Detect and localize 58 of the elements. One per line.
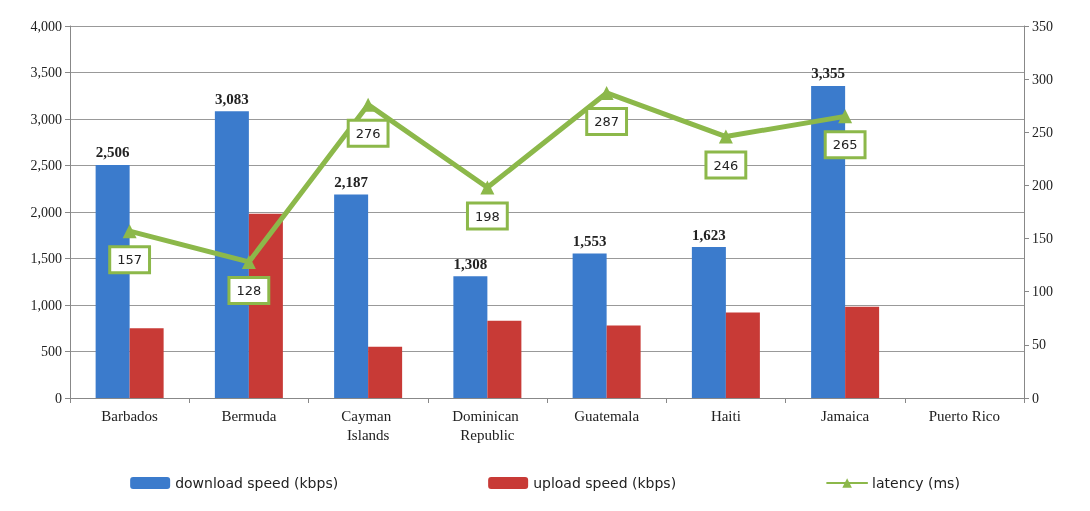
data-label: 198 xyxy=(474,208,500,224)
y2-tick-label: 150 xyxy=(1032,231,1053,247)
x-tick-label: Jamaica xyxy=(820,407,870,424)
data-label: 3,083 xyxy=(215,90,249,107)
data-label: 276 xyxy=(355,125,381,141)
bar xyxy=(691,247,726,398)
legend-label: latency (ms) xyxy=(872,475,960,491)
y-tick-label: 1,000 xyxy=(30,297,62,313)
y2-tick-label: 350 xyxy=(1032,18,1053,34)
data-label: 2,506 xyxy=(95,144,130,161)
bar xyxy=(725,312,760,398)
data-label: 265 xyxy=(832,137,858,153)
point xyxy=(718,129,733,144)
point xyxy=(241,254,256,269)
y-tick-label: 2,000 xyxy=(30,204,62,220)
x-tick-label: Puerto Rico xyxy=(928,407,1000,424)
y2-tick-label: 0 xyxy=(1032,390,1039,406)
y-tick-label: 2,500 xyxy=(30,158,62,173)
data-label: 1,308 xyxy=(453,255,488,272)
y-tick-label: 500 xyxy=(41,344,62,359)
bar xyxy=(453,276,488,398)
y2-tick-label: 100 xyxy=(1032,284,1053,300)
x-tick-label: Barbados xyxy=(101,407,159,424)
y-tick-label: 0 xyxy=(55,390,62,406)
data-label: 1,553 xyxy=(572,233,607,250)
bar xyxy=(572,253,607,398)
y2-tick-label: 200 xyxy=(1032,177,1053,193)
bar xyxy=(334,194,369,398)
y-tick-label: 1,500 xyxy=(30,251,62,266)
bar xyxy=(606,325,641,398)
legend-label: download speed (kbps) xyxy=(175,475,339,491)
bar xyxy=(368,346,403,398)
y-tick-label: 3,000 xyxy=(30,111,62,127)
x-tick-label: Haiti xyxy=(710,407,741,424)
bar xyxy=(487,320,522,398)
y-tick-label: 3,500 xyxy=(30,65,62,80)
y-tick-label: 4,000 xyxy=(30,18,62,34)
legend-label: upload speed (kbps) xyxy=(533,475,677,491)
x-tick-label: Guatemala xyxy=(574,407,640,424)
y2-tick-label: 300 xyxy=(1032,71,1053,87)
y2-tick-label: 50 xyxy=(1032,337,1046,353)
point xyxy=(122,224,137,239)
x-tick-label: Bermuda xyxy=(221,407,277,424)
point xyxy=(361,97,376,112)
bar xyxy=(845,306,880,398)
x-tick-label: Cayman Islands xyxy=(341,407,395,443)
data-label: 246 xyxy=(713,157,739,173)
data-label: 1,623 xyxy=(692,226,726,243)
data-label: 128 xyxy=(236,282,262,298)
x-tick-label: Dominican Republic xyxy=(452,407,523,443)
data-label: 287 xyxy=(594,113,620,129)
y2-tick-label: 250 xyxy=(1032,124,1053,140)
point xyxy=(838,109,853,124)
point xyxy=(480,180,495,195)
data-label: 3,355 xyxy=(811,65,845,82)
data-label: 2,187 xyxy=(334,174,369,191)
bar xyxy=(129,328,164,398)
data-label: 157 xyxy=(117,252,143,268)
